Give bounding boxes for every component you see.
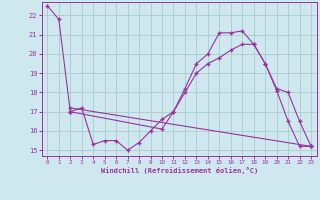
X-axis label: Windchill (Refroidissement éolien,°C): Windchill (Refroidissement éolien,°C) xyxy=(100,167,258,174)
